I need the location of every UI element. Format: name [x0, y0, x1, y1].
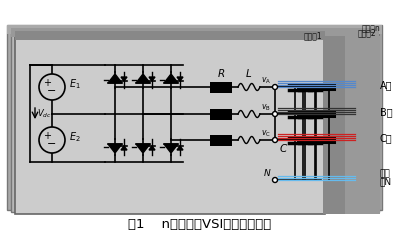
Circle shape: [39, 127, 65, 153]
Bar: [11, 31, 379, 212]
Text: 逆变器n: 逆变器n: [361, 24, 380, 34]
Polygon shape: [121, 146, 127, 150]
Bar: [7, 25, 382, 210]
Polygon shape: [164, 144, 178, 153]
Bar: [325, 36, 380, 214]
Text: $N$: $N$: [262, 167, 271, 178]
Circle shape: [273, 85, 277, 90]
Polygon shape: [121, 77, 127, 81]
Polygon shape: [136, 144, 150, 153]
Bar: [15, 36, 325, 214]
Bar: [210, 82, 232, 93]
Polygon shape: [149, 146, 155, 150]
Text: −: −: [47, 86, 57, 96]
Text: 点N: 点N: [380, 177, 392, 187]
Text: +: +: [43, 78, 51, 88]
Text: $L$: $L$: [245, 67, 253, 79]
Text: 逆变器1: 逆变器1: [303, 31, 322, 40]
Polygon shape: [136, 74, 150, 83]
Text: A相: A相: [380, 80, 392, 90]
Polygon shape: [177, 77, 183, 81]
Bar: [7, 25, 382, 34]
Circle shape: [273, 177, 277, 183]
Circle shape: [39, 74, 65, 100]
Text: $C$: $C$: [279, 142, 288, 154]
Text: $v_{\rm B}$: $v_{\rm B}$: [261, 102, 271, 113]
Bar: [210, 134, 232, 145]
Text: C相: C相: [380, 133, 392, 143]
Polygon shape: [177, 146, 183, 150]
Bar: [11, 28, 379, 37]
Bar: [210, 109, 232, 120]
Text: −: −: [47, 139, 57, 149]
Bar: [15, 31, 325, 40]
Text: $E_1$: $E_1$: [69, 77, 81, 91]
Text: $E_2$: $E_2$: [69, 130, 81, 144]
Polygon shape: [164, 74, 178, 83]
Polygon shape: [149, 77, 155, 81]
Circle shape: [273, 137, 277, 142]
Text: $R$: $R$: [217, 67, 225, 78]
Polygon shape: [108, 144, 122, 153]
Text: $v_{\rm C}$: $v_{\rm C}$: [261, 129, 271, 139]
Text: 中性: 中性: [380, 169, 391, 179]
Text: $v_{\rm A}$: $v_{\rm A}$: [261, 75, 271, 86]
Circle shape: [273, 111, 277, 117]
Polygon shape: [108, 74, 122, 83]
Bar: [323, 36, 345, 214]
Text: B相: B相: [380, 107, 392, 117]
Text: $V_{dc}$: $V_{dc}$: [37, 107, 51, 120]
Text: 逆变器2: 逆变器2: [357, 28, 376, 37]
Text: 图1    n个四线制VSI并联拓扑结构: 图1 n个四线制VSI并联拓扑结构: [128, 219, 272, 231]
Text: +: +: [43, 131, 51, 141]
